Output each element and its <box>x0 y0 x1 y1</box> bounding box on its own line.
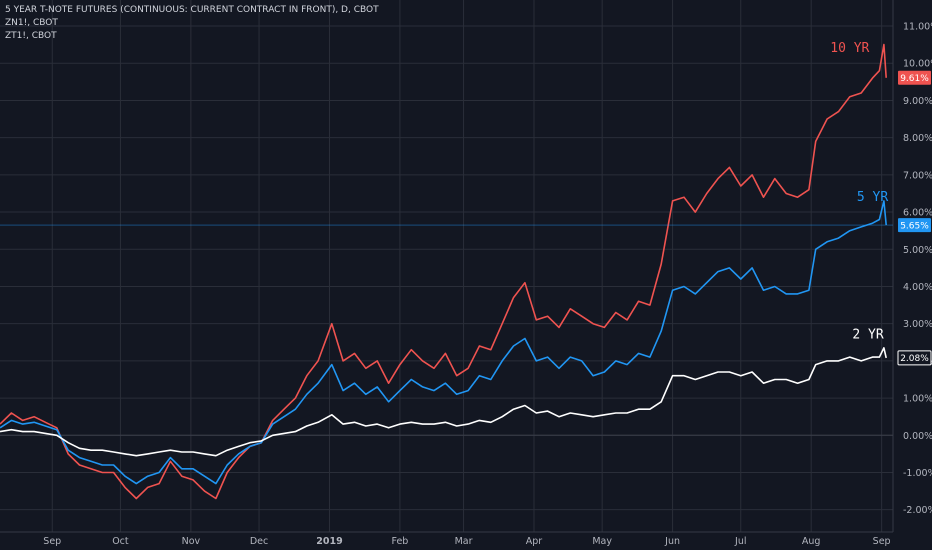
y-tick-label: 5.00% <box>903 245 932 256</box>
last-value-badge-10-yr: 9.61% <box>898 70 931 85</box>
y-tick-label: 1.00% <box>903 394 932 405</box>
y-tick-label: 9.00% <box>903 96 932 107</box>
y-tick-label: 4.00% <box>903 282 932 293</box>
last-value-badge-2-yr: 2.08% <box>897 350 932 366</box>
series-label-5-yr: 5 YR <box>857 190 888 205</box>
legend-line-zt1[interactable]: ZT1!, CBOT <box>5 31 57 41</box>
last-value-badge-5-yr: 5.65% <box>898 218 931 233</box>
y-tick-label: 3.00% <box>903 319 932 330</box>
x-tick-label: Dec <box>250 536 268 547</box>
y-tick-label: 6.00% <box>903 208 932 219</box>
x-tick-label: 2019 <box>316 536 342 547</box>
x-tick-label: Sep <box>873 536 891 547</box>
x-tick-label: Sep <box>43 536 61 547</box>
y-tick-label: -1.00% <box>903 468 932 479</box>
x-tick-label: Oct <box>112 536 129 547</box>
series-label-2-yr: 2 YR <box>852 328 883 343</box>
last-value-text: 9.61% <box>900 74 929 84</box>
x-tick-label: Nov <box>182 536 201 547</box>
series-line-5-yr[interactable] <box>0 200 887 485</box>
last-value-text: 2.08% <box>900 354 929 364</box>
series-line-10-yr[interactable] <box>0 43 887 500</box>
y-tick-label: 8.00% <box>903 133 932 144</box>
y-tick-label: 10.00% <box>903 59 932 70</box>
x-tick-label: May <box>592 536 612 547</box>
last-value-text: 5.65% <box>900 221 929 231</box>
chart-legend: 5 YEAR T-NOTE FUTURES (CONTINUOUS: CURRE… <box>5 4 379 43</box>
legend-title[interactable]: 5 YEAR T-NOTE FUTURES (CONTINUOUS: CURRE… <box>5 5 379 15</box>
x-axis[interactable]: Sep Oct Nov Dec 2019 Feb Mar Apr May Jun Jul Aug Sep <box>43 0 891 547</box>
x-tick-label: Jun <box>664 536 680 547</box>
series-label-10-yr: 10 YR <box>830 41 869 56</box>
legend-line-zn1[interactable]: ZN1!, CBOT <box>5 18 58 28</box>
x-tick-label: Aug <box>802 536 821 547</box>
x-tick-label: Jul <box>734 536 746 547</box>
y-axis[interactable]: 11.00% 10.00% 9.00% 8.00% 7.00% 6.00% 5.00% 4.0… <box>0 22 932 517</box>
series-line-2-yr[interactable] <box>0 346 887 457</box>
y-tick-label: -2.00% <box>903 505 932 516</box>
x-tick-label: Mar <box>455 536 473 547</box>
x-tick-label: Feb <box>392 536 409 547</box>
y-tick-label: 0.00% <box>903 431 932 442</box>
x-tick-label: Apr <box>526 536 543 547</box>
y-tick-label: 7.00% <box>903 170 932 181</box>
y-tick-label: 11.00% <box>903 22 932 33</box>
